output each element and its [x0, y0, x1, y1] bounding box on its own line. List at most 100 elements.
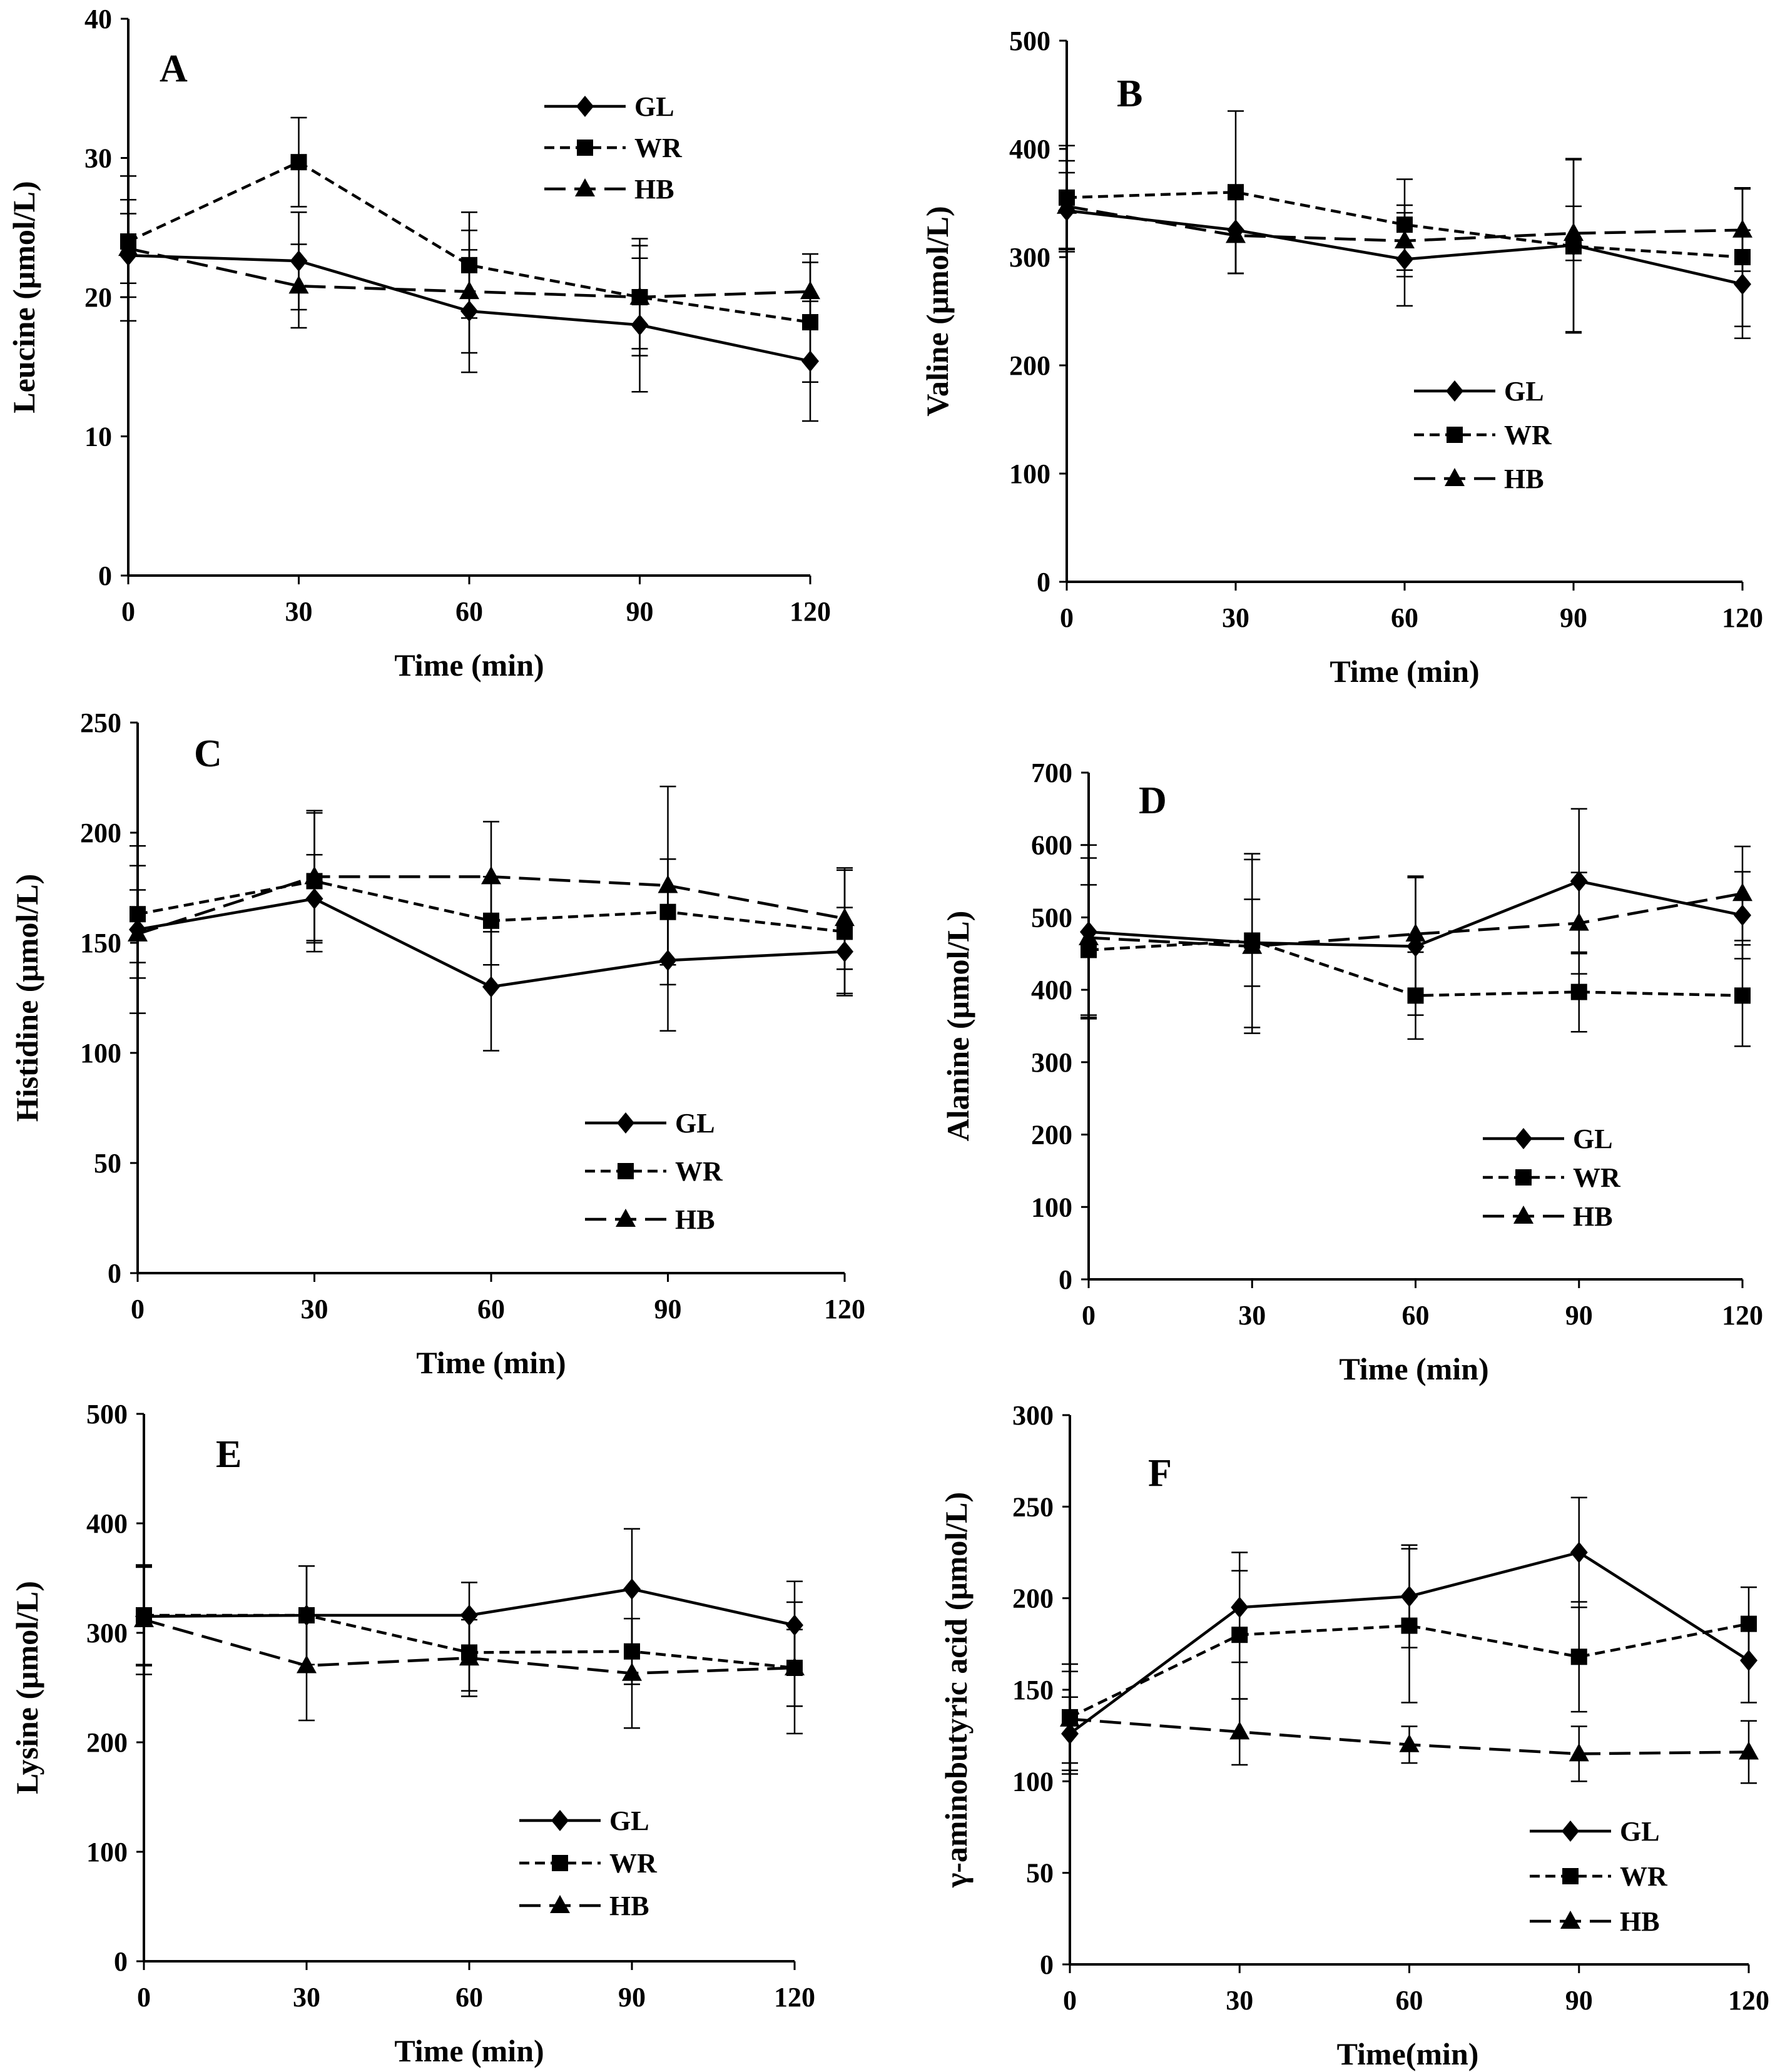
legend-marker-hb: [575, 178, 595, 196]
y-tick-label-b: 100: [1009, 459, 1050, 489]
legend-marker-wr: [552, 1855, 568, 1871]
x-tick-label-a: 60: [455, 596, 483, 627]
chart-panel-c: 0 50 100 150 200 250 0 30 60 90 120 Time (min) Histi…: [9, 708, 865, 1380]
y-tick-label-a: 0: [98, 561, 112, 591]
data-point-gl: [482, 976, 500, 998]
y-tick-label-f: 200: [1012, 1583, 1054, 1614]
panel-letter-a: A: [160, 48, 188, 90]
data-point-hb: [304, 866, 325, 885]
x-tick-label-b: 0: [1060, 602, 1074, 633]
x-axis-title-b: Time (min): [1330, 654, 1479, 689]
data-point-hb: [629, 287, 650, 305]
legend-label-gl: GL: [1504, 376, 1544, 407]
data-point-hb: [785, 1657, 805, 1675]
series-hb-f: [1060, 1663, 1759, 1784]
data-point-hb: [1732, 219, 1752, 238]
x-tick-label-e: 120: [774, 1982, 815, 2013]
x-tick-label-a: 0: [121, 596, 135, 627]
legend-label-wr: WR: [675, 1156, 723, 1187]
x-tick-label-d: 60: [1402, 1300, 1430, 1331]
y-tick-label-c: 250: [80, 708, 121, 738]
panel-letter-f: F: [1148, 1452, 1172, 1495]
data-point-hb: [622, 1662, 642, 1681]
y-tick-label-a: 10: [84, 422, 112, 452]
legend-e: GL WR HB: [519, 1805, 658, 1921]
x-tick-label-d: 30: [1238, 1300, 1266, 1331]
y-tick-label-d: 600: [1031, 830, 1072, 861]
legend-marker-wr: [1447, 427, 1463, 443]
legend-d: GL WR HB: [1483, 1124, 1621, 1232]
data-point-wr: [1570, 1648, 1587, 1665]
y-tick-label-d: 0: [1059, 1264, 1072, 1295]
x-tick-label-e: 30: [293, 1982, 320, 2013]
y-axis-title-e: Lysine (μmol/L): [9, 1581, 44, 1794]
data-point-hb: [800, 281, 820, 300]
x-tick-label-c: 0: [131, 1294, 145, 1324]
chart-panel-a: 0 10 20 30 40 0 30 60 90 120 Time (min) Leucine (μm…: [6, 4, 831, 683]
legend-marker-hb: [1513, 1206, 1533, 1224]
panel-letter-c: C: [194, 733, 222, 775]
legend-marker-hb: [616, 1209, 636, 1227]
series-line-wr: [1066, 190, 1743, 259]
legend-a: GL WR HB: [544, 91, 683, 205]
x-tick-label-d: 0: [1082, 1300, 1096, 1331]
x-tick-label-c: 60: [477, 1294, 505, 1324]
x-tick-label-d: 90: [1565, 1300, 1593, 1331]
data-point-hb: [297, 1655, 317, 1673]
x-tick-label-a: 90: [626, 596, 654, 627]
data-point-wr: [1231, 1627, 1248, 1643]
x-tick-label-f: 30: [1226, 1985, 1253, 2016]
series-hb-a: [118, 175, 820, 354]
legend-label-hb: HB: [675, 1204, 715, 1235]
legend-label-hb: HB: [1620, 1906, 1660, 1937]
y-tick-label-b: 500: [1009, 26, 1050, 56]
chart-panel-b: 0 100 200 300 400 500 0 30 60 90 120 Time (min) Vali…: [920, 26, 1763, 689]
y-tick-label-a: 40: [84, 4, 112, 34]
data-point-hb: [1229, 1721, 1250, 1740]
legend-marker-wr: [618, 1163, 634, 1179]
legend-label-gl: GL: [634, 91, 674, 122]
y-axis-title-a: Leucine (μmol/L): [6, 181, 41, 413]
y-tick-label-c: 100: [80, 1038, 121, 1069]
legend-label-wr: WR: [1504, 420, 1552, 450]
legend-label-gl: GL: [1573, 1124, 1613, 1154]
data-point-hb: [1399, 1734, 1420, 1752]
y-tick-label-f: 0: [1040, 1949, 1054, 1980]
legend-f: GL WR HB: [1530, 1816, 1668, 1937]
legend-marker-hb: [1445, 468, 1465, 486]
y-tick-label-b: 400: [1009, 134, 1050, 165]
y-axis-title-c: Histidine (μmol/L): [9, 874, 44, 1122]
data-point-hb: [1564, 222, 1584, 241]
y-axis-title-f: γ-aminobutyric acid (μmol/L): [938, 1492, 974, 1888]
x-tick-label-b: 30: [1222, 602, 1249, 633]
y-tick-label-c: 0: [108, 1258, 121, 1289]
legend-label-hb: HB: [1504, 464, 1544, 494]
data-point-hb: [835, 908, 855, 927]
y-tick-label-f: 300: [1012, 1400, 1054, 1431]
y-tick-label-b: 0: [1037, 567, 1050, 597]
legend-marker-hb: [1560, 1911, 1580, 1929]
series-hb-d: [1079, 845, 1752, 1034]
x-axis-title-d: Time (min): [1339, 1351, 1488, 1386]
data-point-hb: [481, 866, 501, 885]
data-point-hb: [1242, 935, 1263, 954]
legend-marker-gl: [551, 1810, 569, 1831]
y-tick-label-d: 700: [1031, 758, 1072, 788]
legend-label-gl: GL: [675, 1108, 715, 1139]
data-point-hb: [658, 875, 678, 893]
x-tick-label-b: 60: [1391, 602, 1418, 633]
y-tick-label-f: 250: [1012, 1491, 1054, 1522]
y-tick-label-d: 500: [1031, 902, 1072, 933]
x-tick-label-a: 120: [790, 596, 831, 627]
y-tick-label-f: 100: [1012, 1766, 1054, 1797]
data-point-hb: [128, 923, 148, 942]
legend-marker-gl: [1562, 1821, 1579, 1842]
legend-label-wr: WR: [1620, 1861, 1668, 1892]
data-point-hb: [1739, 1741, 1759, 1760]
y-tick-label-e: 200: [86, 1727, 128, 1758]
legend-marker-wr: [577, 140, 593, 156]
x-tick-label-b: 120: [1722, 602, 1763, 633]
panel-letter-e: E: [216, 1433, 242, 1476]
legend-label-hb: HB: [1573, 1201, 1613, 1232]
y-tick-label-a: 30: [84, 143, 112, 174]
